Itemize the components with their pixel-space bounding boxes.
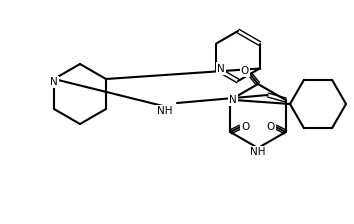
Text: NH: NH — [250, 147, 266, 157]
Text: NH: NH — [157, 106, 173, 116]
Text: N: N — [50, 77, 58, 87]
Text: N: N — [217, 63, 225, 73]
Text: O: O — [241, 66, 249, 76]
Text: O: O — [241, 122, 250, 132]
Text: N: N — [229, 95, 237, 105]
Text: O: O — [267, 122, 275, 132]
